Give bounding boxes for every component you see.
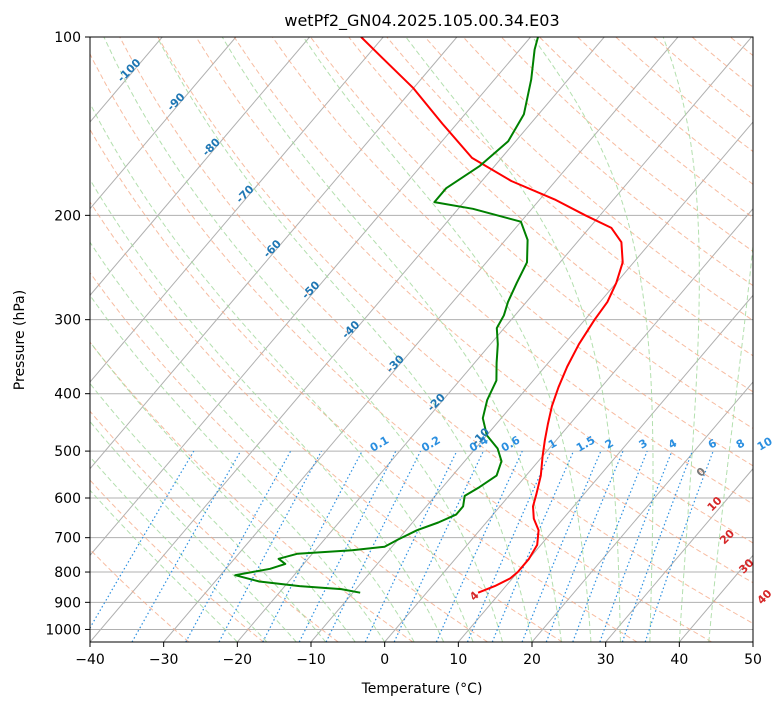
moist-adiabat xyxy=(90,382,327,642)
dry-adiabat xyxy=(462,37,753,287)
isotherm-line xyxy=(90,37,531,557)
x-tick-label: 50 xyxy=(744,652,762,668)
plot-area xyxy=(90,37,753,642)
temperature-line xyxy=(360,37,624,594)
y-tick-label: 600 xyxy=(54,491,81,507)
dry-adiabat xyxy=(90,410,339,642)
moist-adiabat xyxy=(90,489,238,642)
moist-adiabat xyxy=(90,178,445,642)
chart-title: wetPf2_GN04.2025.105.00.34.E03 xyxy=(284,11,559,31)
y-tick-label: 100 xyxy=(54,30,81,46)
isotherm-line xyxy=(236,37,752,642)
mixing-ratio-line xyxy=(298,450,397,642)
x-tick-label: 20 xyxy=(523,652,541,668)
x-tick-label: 0 xyxy=(380,652,389,668)
isotherm-line xyxy=(605,467,753,642)
moist-adiabat xyxy=(708,240,753,642)
dry-adiabat xyxy=(768,37,775,642)
mixing-ratio-line xyxy=(644,450,714,642)
isotherm-line xyxy=(90,37,605,642)
x-tick-label: 10 xyxy=(449,652,467,668)
y-axis-label: Pressure (hPa) xyxy=(12,290,28,390)
y-tick-label: 700 xyxy=(54,531,81,547)
dry-adiabat xyxy=(90,52,712,642)
isotherm-line xyxy=(163,37,679,642)
x-tick-label: −30 xyxy=(149,652,179,668)
dry-adiabat xyxy=(271,37,753,467)
dry-adiabat xyxy=(90,201,563,642)
mixing-ratio-line xyxy=(545,450,624,642)
mixing-ratio-line xyxy=(466,450,552,642)
moist-adiabat xyxy=(90,456,268,642)
mixing-ratio-line xyxy=(325,450,422,642)
isotherm-line xyxy=(90,37,458,470)
dry-adiabat xyxy=(310,37,753,430)
background-lines xyxy=(90,37,775,642)
dry-adiabat xyxy=(195,37,753,544)
moist-adiabat xyxy=(221,37,562,642)
y-tick-label: 500 xyxy=(54,444,81,460)
series-lines xyxy=(234,37,624,594)
moist-adiabat xyxy=(90,341,356,642)
x-tick-label: −20 xyxy=(223,652,253,668)
dry-adiabat xyxy=(90,479,264,642)
x-axis: −40 −30 −20 −10 0 10 20 30 40 50 xyxy=(75,642,762,668)
y-tick-label: 800 xyxy=(54,565,81,581)
moist-adiabat xyxy=(156,37,533,642)
x-axis-label: Temperature (°C) xyxy=(361,681,483,697)
isotherm-line xyxy=(752,641,753,642)
isotherm-line xyxy=(90,37,384,383)
moist-adiabat-label: 40 xyxy=(755,587,775,607)
y-axis: 100 200 300 400 500 600 700 800 900 1000 xyxy=(45,30,90,638)
moist-adiabat xyxy=(103,37,503,642)
isotherm-line xyxy=(384,207,753,642)
plot-frame xyxy=(89,36,754,643)
y-tick-label: 200 xyxy=(54,208,81,224)
mixing-ratio-line xyxy=(435,450,523,642)
mixing-ratio-line xyxy=(218,450,323,642)
mixing-ratio-label: 10 xyxy=(755,434,775,453)
y-tick-label: 300 xyxy=(54,313,81,329)
isotherm-line xyxy=(90,37,310,297)
x-tick-label: −10 xyxy=(296,652,326,668)
x-tick-label: −40 xyxy=(75,652,105,668)
x-tick-label: 30 xyxy=(597,652,615,668)
x-tick-label: 40 xyxy=(670,652,688,668)
dry-adiabat xyxy=(424,37,753,322)
moist-adiabat xyxy=(90,241,415,642)
moist-adiabat xyxy=(90,102,474,642)
dry-adiabat xyxy=(119,37,753,624)
moist-adiabat xyxy=(662,37,700,642)
dewpoint-line xyxy=(234,37,539,594)
dry-adiabat xyxy=(157,37,753,584)
mixing-ratio-line xyxy=(572,450,648,642)
moist-adiabat xyxy=(90,294,386,642)
isotherm-line xyxy=(90,37,237,210)
isotherm-line xyxy=(457,294,753,642)
mixing-ratio-line xyxy=(621,450,693,642)
moist-adiabat xyxy=(405,37,621,642)
y-tick-label: 400 xyxy=(54,387,81,403)
moist-adiabat xyxy=(90,420,297,642)
y-tick-label: 900 xyxy=(54,595,81,611)
mixing-ratio-line xyxy=(599,450,673,642)
moist-adiabat xyxy=(532,37,654,642)
dry-adiabat xyxy=(90,271,488,642)
dry-adiabat xyxy=(90,128,638,642)
moist-adiabat xyxy=(302,37,592,642)
y-tick-label: 1000 xyxy=(45,622,81,638)
mixing-ratio-line xyxy=(185,450,292,642)
dry-adiabat xyxy=(386,37,753,357)
mixing-ratio-line xyxy=(521,450,602,642)
